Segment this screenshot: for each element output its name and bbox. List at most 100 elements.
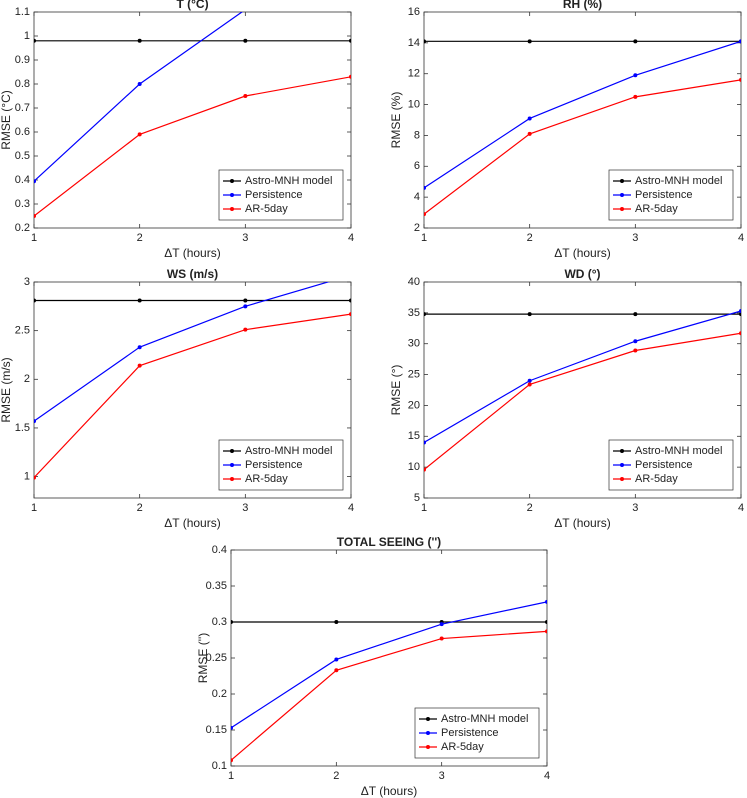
y-axis-label: RMSE (m/s) — [0, 357, 13, 422]
legend-marker — [426, 717, 430, 721]
x-tick-label: 3 — [242, 232, 248, 244]
data-point — [349, 273, 353, 277]
x-tick-label: 2 — [527, 232, 533, 244]
data-point — [349, 298, 351, 303]
chart-title: T (°C) — [176, 0, 208, 11]
y-axis-label: RMSE (°C) — [0, 90, 13, 149]
data-point — [739, 312, 741, 317]
data-point — [34, 214, 36, 218]
y-tick-label: 1.5 — [15, 422, 30, 434]
panel: 0.1 0.15 0.2 0.25 0.3 0.35 0.4 1 2 3 4 TOTAL SEEING… — [196, 535, 550, 798]
y-tick-label: 16 — [408, 6, 420, 18]
panel: 1 1.5 2 2.5 3 1 2 3 4 WS (m/s) ΔT (hours) RMSE (m/s… — [0, 267, 354, 530]
legend-marker — [230, 193, 234, 197]
data-point — [633, 94, 638, 99]
data-point — [739, 309, 741, 314]
x-axis-label: ΔT (hours) — [554, 246, 610, 260]
y-tick-label: 3 — [24, 276, 30, 288]
data-point — [243, 327, 248, 332]
chart-title: WS (m/s) — [167, 267, 218, 281]
y-tick-label: 2 — [24, 373, 30, 385]
data-point — [424, 39, 426, 44]
data-point — [527, 378, 532, 383]
x-tick-label: 4 — [348, 232, 354, 244]
y-tick-label: 40 — [408, 276, 420, 288]
x-tick-label: 1 — [421, 502, 427, 514]
legend-marker — [620, 477, 624, 481]
data-point — [243, 38, 248, 43]
y-tick-label: 6 — [414, 160, 420, 172]
legend-marker — [426, 731, 430, 735]
y-tick-label: 0.2 — [212, 688, 227, 700]
y-tick-label: 25 — [408, 368, 420, 380]
data-point — [231, 725, 233, 730]
x-axis-label: ΔT (hours) — [164, 516, 220, 530]
data-point — [34, 419, 36, 424]
y-tick-label: 8 — [414, 129, 420, 141]
y-tick-label: 1.1 — [15, 6, 30, 18]
legend-marker — [426, 745, 430, 749]
legend: Astro-MNH model Persistence AR-5day — [608, 439, 734, 491]
data-point — [424, 467, 426, 472]
legend-marker — [230, 179, 234, 183]
legend-label: Astro-MNH model — [245, 445, 332, 457]
data-point — [137, 298, 142, 303]
y-tick-label: 1 — [24, 30, 30, 42]
data-point — [545, 629, 547, 634]
legend-label: AR-5day — [635, 473, 678, 485]
data-layer — [34, 12, 351, 218]
x-tick-label: 3 — [632, 502, 638, 514]
data-point — [545, 599, 547, 604]
y-tick-label: 0.8 — [15, 78, 30, 90]
data-layer — [231, 599, 547, 763]
y-tick-label: 0.35 — [206, 580, 227, 592]
data-point — [231, 758, 233, 763]
legend-label: Astro-MNH model — [635, 175, 722, 187]
y-tick-label: 0.15 — [206, 724, 227, 736]
data-point — [424, 440, 426, 445]
y-tick-label: 0.4 — [15, 174, 30, 186]
legend-marker — [620, 179, 624, 183]
legend-marker — [620, 463, 624, 467]
data-point — [349, 38, 351, 43]
y-tick-label: 0.9 — [15, 54, 30, 66]
y-tick-label: 0.6 — [15, 126, 30, 138]
y-tick-label: 1 — [24, 471, 30, 483]
legend-marker — [620, 449, 624, 453]
legend-marker — [620, 193, 624, 197]
data-point — [633, 39, 638, 44]
series-line — [34, 313, 351, 478]
x-tick-label: 2 — [333, 770, 339, 782]
legend-label: Astro-MNH model — [441, 713, 528, 725]
y-tick-label: 0.5 — [15, 150, 30, 162]
y-tick-label: 0.3 — [212, 616, 227, 628]
y-tick-label: 15 — [408, 430, 420, 442]
legend-marker — [230, 463, 234, 467]
x-tick-label: 1 — [228, 770, 234, 782]
legend-marker — [230, 207, 234, 211]
series-line — [34, 282, 331, 422]
y-tick-label: 0.3 — [15, 198, 30, 210]
data-point — [527, 39, 532, 44]
x-tick-label: 3 — [632, 232, 638, 244]
y-axis-label: RMSE (%) — [389, 92, 403, 149]
legend: Astro-MNH model Persistence AR-5day — [414, 707, 540, 759]
y-tick-label: 20 — [408, 399, 420, 411]
x-tick-label: 4 — [738, 502, 744, 514]
data-point — [334, 620, 339, 624]
y-tick-label: 4 — [414, 191, 420, 203]
y-tick-label: 0.25 — [206, 652, 227, 664]
data-point — [34, 38, 36, 43]
data-point — [349, 312, 351, 317]
legend: Astro-MNH model Persistence AR-5day — [218, 439, 344, 491]
y-tick-label: 5 — [414, 492, 420, 504]
chart-title: RH (%) — [563, 0, 602, 11]
x-tick-label: 4 — [544, 770, 550, 782]
data-point — [739, 39, 741, 44]
y-tick-label: 10 — [408, 461, 420, 473]
data-point — [424, 312, 426, 317]
legend-label: Persistence — [245, 189, 302, 201]
data-point — [439, 622, 444, 627]
series-line — [231, 601, 547, 729]
